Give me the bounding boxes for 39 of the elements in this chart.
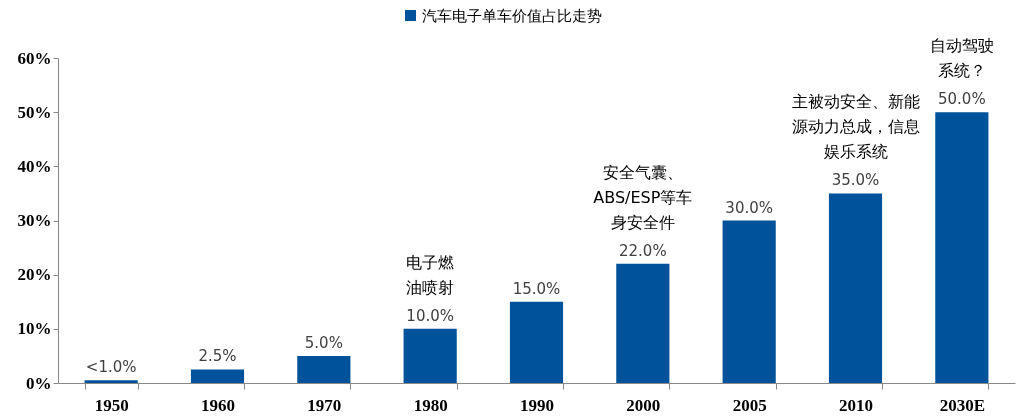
annotation: 主被动安全、新能源动力总成，信息娱乐系统 — [791, 92, 920, 162]
data-label: 5.0% — [304, 333, 343, 352]
y-tick-label: 0% — [26, 373, 52, 393]
y-tick-label: 60% — [17, 48, 52, 68]
bar — [84, 380, 138, 383]
bar — [190, 369, 245, 383]
x-tick-label: 1990 — [520, 395, 554, 415]
x-tick-label: 2005 — [732, 395, 767, 415]
annotation: 自动驾驶系统？ — [929, 36, 994, 81]
data-label: 22.0% — [619, 241, 667, 260]
bar — [403, 328, 457, 383]
data-label: <1.0% — [85, 358, 137, 377]
annotation: 电子燃油喷射 — [406, 252, 455, 297]
annotation: 安全气囊、ABS/ESP等车身安全件 — [593, 162, 693, 232]
y-tick-label: 40% — [17, 156, 52, 176]
data-label: 2.5% — [198, 347, 237, 366]
x-tick-label: 1980 — [413, 395, 448, 415]
data-label: 30.0% — [725, 198, 773, 217]
data-label: 50.0% — [938, 90, 986, 109]
x-tick-label: 1960 — [201, 395, 235, 415]
bar — [722, 220, 776, 383]
legend-label: 汽车电子单车价值占比走势 — [422, 6, 602, 25]
x-tick-label: 2000 — [626, 395, 661, 415]
bar — [297, 355, 351, 383]
y-tick-label: 50% — [17, 102, 52, 122]
data-label: 15.0% — [512, 279, 561, 298]
y-tick-label: 20% — [17, 265, 52, 285]
y-tick-label: 10% — [17, 319, 52, 339]
x-tick-label: 2010 — [839, 395, 873, 415]
bar — [828, 193, 883, 383]
y-tick-label: 30% — [17, 211, 52, 230]
x-tick-label: 1970 — [307, 395, 342, 415]
x-tick-label: 1950 — [94, 395, 129, 415]
bar — [935, 112, 989, 383]
data-label: 10.0% — [406, 306, 454, 325]
data-label: 35.0% — [831, 171, 880, 190]
x-tick-label: 2030E — [939, 395, 986, 415]
bar — [616, 263, 670, 383]
bar — [509, 301, 564, 383]
